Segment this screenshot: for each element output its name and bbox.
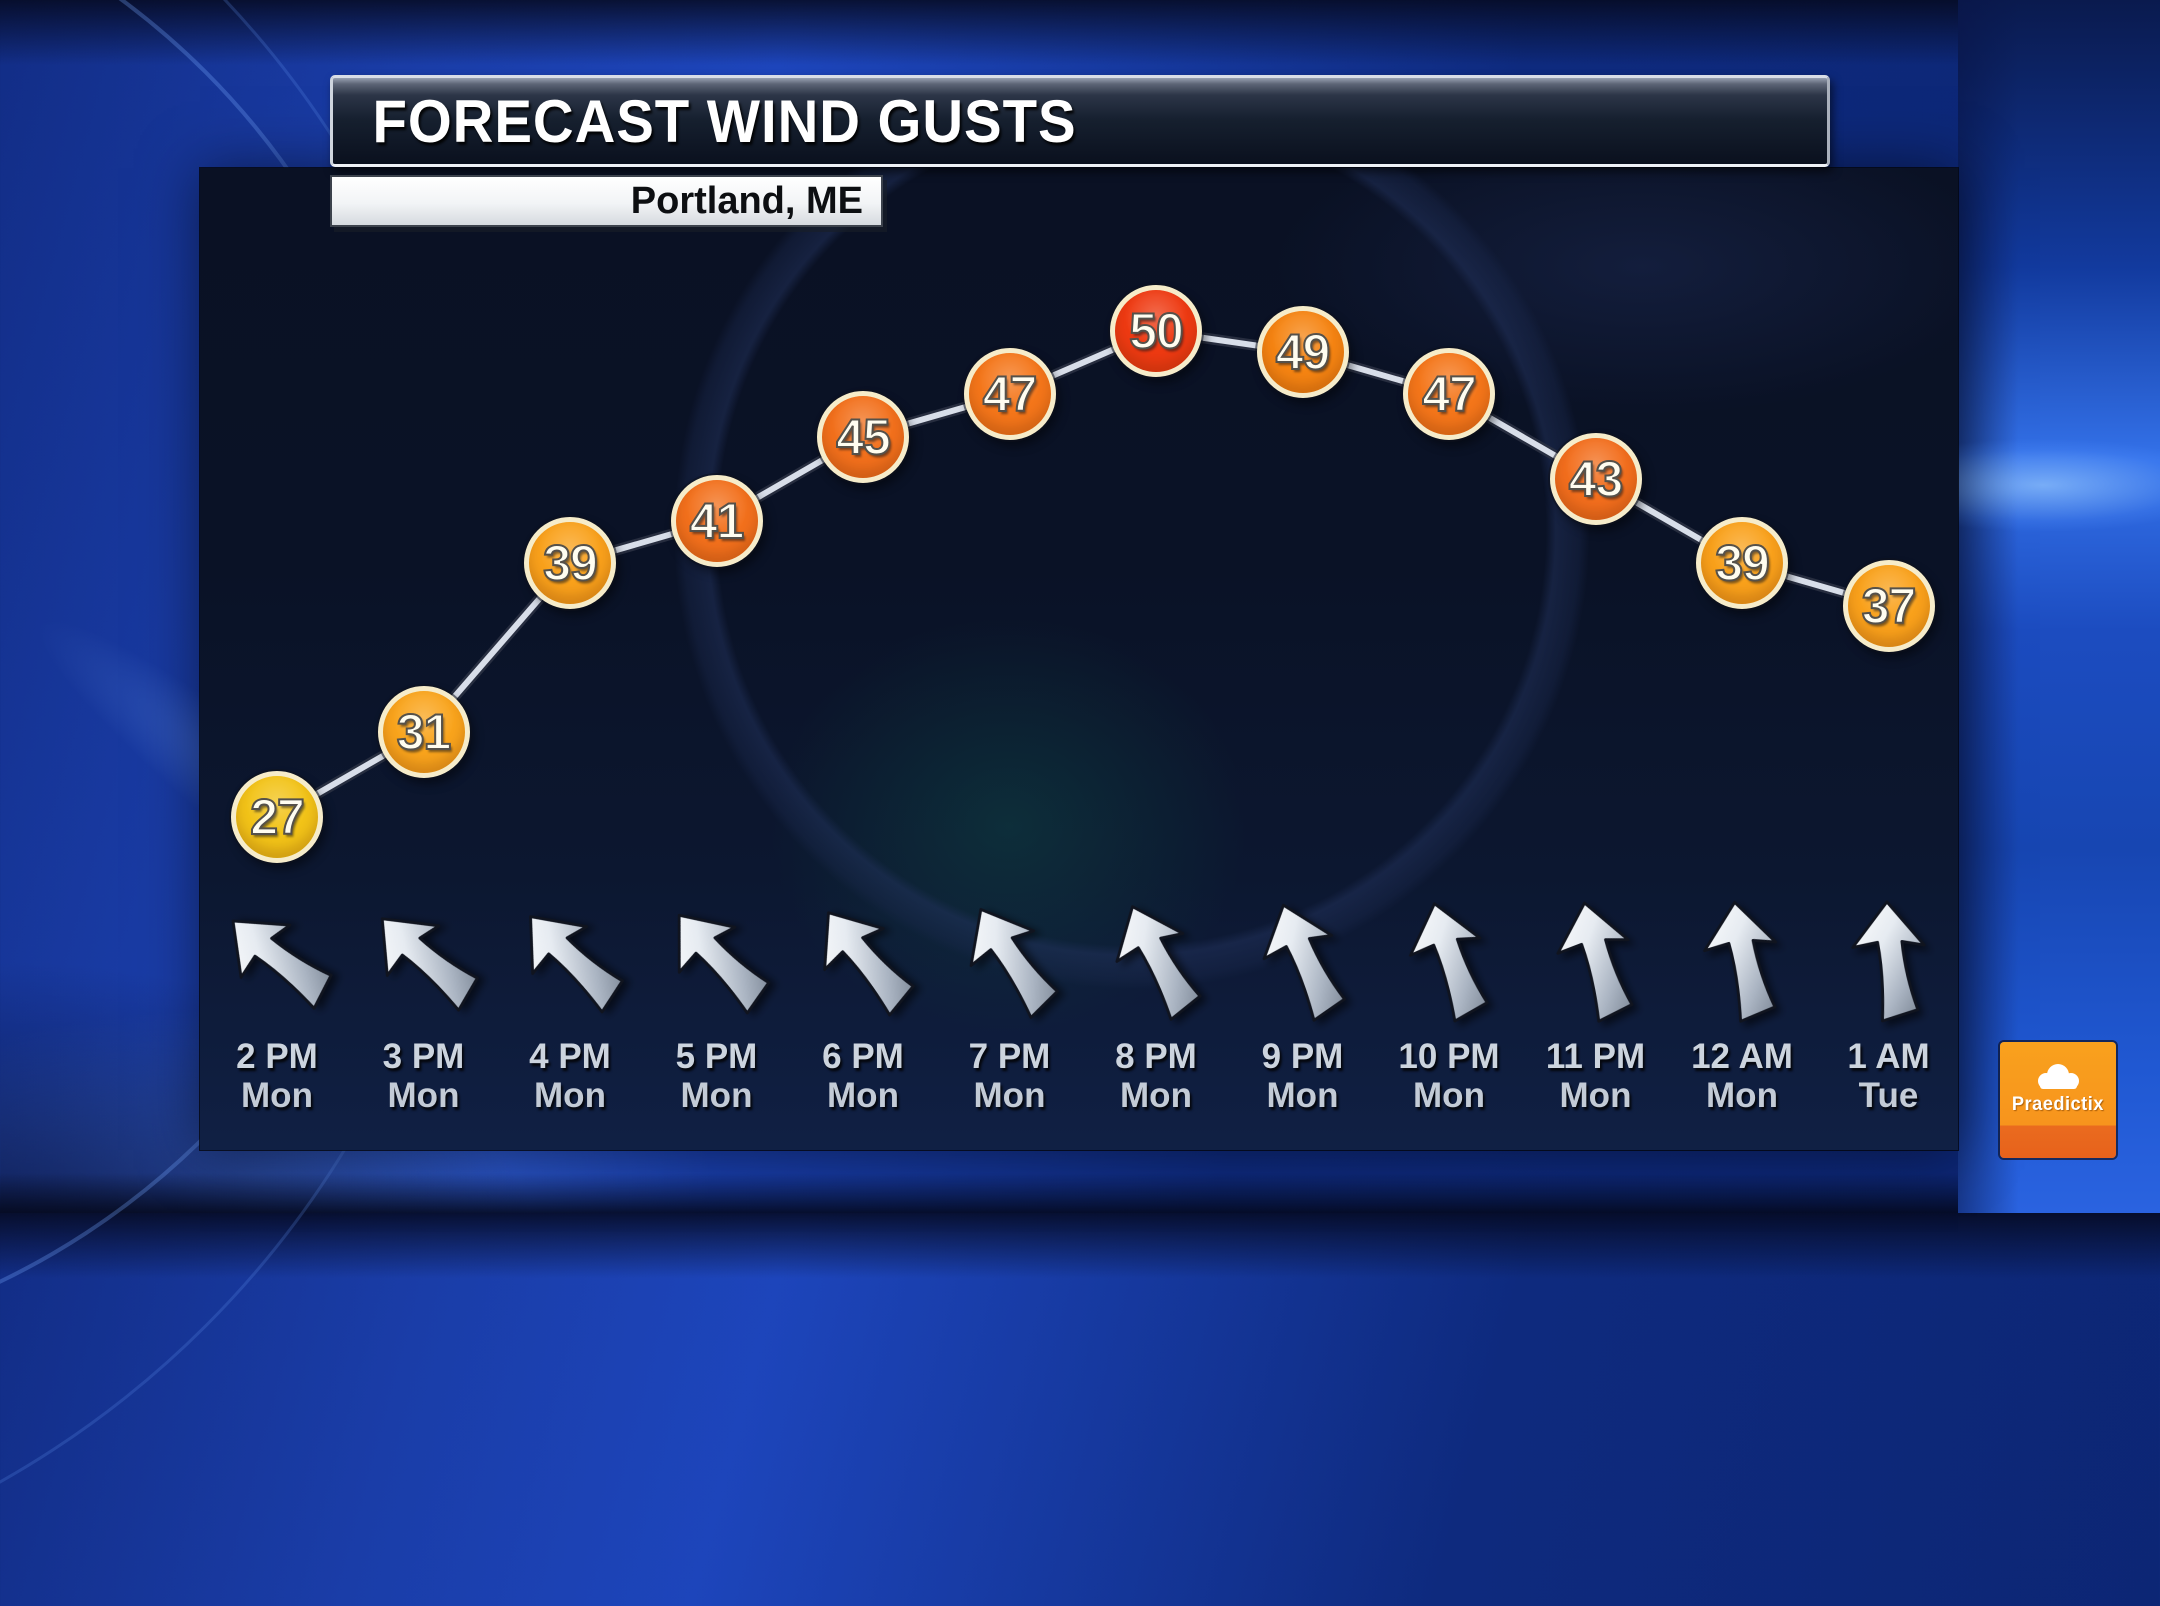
- time-label-hour: 10 PM: [1398, 1037, 1500, 1076]
- time-label-hour: 11 PM: [1545, 1037, 1646, 1076]
- location-bar: Portland, ME: [330, 175, 883, 227]
- gust-value-badge: 39: [1696, 517, 1788, 610]
- time-label: 10 PM Mon: [1349, 1037, 1549, 1115]
- time-label-day: Mon: [1120, 1076, 1192, 1115]
- praedictix-logo: Praedictix: [2000, 1042, 2116, 1158]
- gust-value: 39: [1714, 534, 1771, 592]
- gust-value: 31: [396, 703, 453, 761]
- gust-value: 47: [1421, 365, 1478, 423]
- time-label: 9 PM Mon: [1203, 1037, 1403, 1115]
- time-label-hour: 8 PM: [1115, 1037, 1197, 1076]
- gust-value-badge: 45: [817, 390, 909, 483]
- time-label-day: Tue: [1858, 1076, 1919, 1115]
- gust-value: 49: [1275, 323, 1332, 381]
- gust-value: 37: [1861, 577, 1918, 635]
- gust-value: 47: [982, 365, 1039, 423]
- time-label-day: Mon: [1706, 1076, 1778, 1115]
- location-label: Portland, ME: [630, 179, 863, 222]
- gust-value: 50: [1128, 302, 1185, 360]
- time-label: 4 PM Mon: [470, 1037, 670, 1115]
- time-label-hour: 4 PM: [529, 1037, 611, 1076]
- time-label-hour: 6 PM: [822, 1037, 904, 1076]
- wind-direction-arrow: [1538, 891, 1652, 1032]
- wind-direction-arrow: [789, 884, 937, 1040]
- time-label-hour: 1 AM: [1847, 1037, 1930, 1076]
- time-label-day: Mon: [387, 1076, 460, 1115]
- gust-value-badge: 47: [1403, 348, 1495, 441]
- gust-value-badge: 37: [1842, 559, 1935, 652]
- time-label-hour: 7 PM: [968, 1037, 1051, 1076]
- wind-direction-arrow: [347, 885, 501, 1040]
- time-label-day: Mon: [241, 1076, 313, 1115]
- time-label: 6 PM Mon: [763, 1037, 963, 1115]
- gust-value-badge: 49: [1256, 306, 1349, 399]
- gust-value-badge: 43: [1549, 432, 1642, 525]
- wind-direction-arrow: [641, 884, 792, 1040]
- background-right-glow-band: [1958, 0, 2160, 1213]
- chart-panel: 27 2 PM Mon 31 3 PM Mon 39 4 PM Mon 41 5 PM Mon 45 6 …: [200, 168, 1958, 1150]
- time-label-hour: 12 AM: [1691, 1037, 1793, 1076]
- brand-name: Praedictix: [2011, 1094, 2104, 1115]
- time-label-day: Mon: [1559, 1076, 1632, 1115]
- wind-direction-arrow: [939, 885, 1081, 1040]
- time-label: 12 AM Mon: [1642, 1037, 1842, 1115]
- time-label-day: Mon: [680, 1076, 753, 1115]
- time-label: 7 PM Mon: [910, 1037, 1110, 1115]
- time-label: 11 PM Mon: [1496, 1037, 1696, 1115]
- time-label-day: Mon: [1266, 1076, 1339, 1115]
- page-title: FORECAST WIND GUSTS: [372, 87, 1077, 155]
- time-label-day: Mon: [973, 1076, 1046, 1115]
- wind-direction-arrow: [494, 884, 646, 1039]
- wind-direction-arrow: [1238, 887, 1366, 1036]
- wind-direction-arrow: [1840, 897, 1936, 1026]
- time-label: 2 PM Mon: [177, 1037, 377, 1115]
- time-label-hour: 3 PM: [382, 1037, 465, 1076]
- title-bar: FORECAST WIND GUSTS: [330, 75, 1830, 167]
- gust-value: 39: [542, 534, 599, 592]
- gust-value-badge: 31: [377, 686, 470, 779]
- time-label-hour: 9 PM: [1261, 1037, 1344, 1076]
- time-label: 3 PM Mon: [324, 1037, 524, 1115]
- time-label-hour: 5 PM: [675, 1037, 758, 1076]
- wind-direction-arrow: [1089, 886, 1223, 1038]
- gust-value-badge: 27: [231, 771, 323, 863]
- gust-value-badge: 39: [524, 517, 616, 610]
- wind-direction-arrow: [1689, 894, 1796, 1030]
- gust-value: 43: [1568, 450, 1625, 508]
- time-label-day: Mon: [827, 1076, 899, 1115]
- time-label: 8 PM Mon: [1056, 1037, 1256, 1115]
- time-label: 5 PM Mon: [617, 1037, 817, 1115]
- gust-value: 45: [835, 408, 892, 466]
- gust-value-badge: 47: [963, 348, 1056, 441]
- wind-direction-arrow: [200, 885, 355, 1038]
- gust-value: 27: [249, 788, 306, 846]
- time-label-day: Mon: [1413, 1076, 1485, 1115]
- time-label: 1 AM Tue: [1789, 1037, 1989, 1115]
- gust-value: 41: [689, 492, 746, 550]
- wind-direction-arrow: [1389, 890, 1509, 1035]
- cloud-icon: [2038, 1064, 2079, 1089]
- gust-value-badge: 41: [670, 475, 763, 568]
- time-label-day: Mon: [534, 1076, 606, 1115]
- time-label-hour: 2 PM: [236, 1037, 318, 1076]
- gust-value-badge: 50: [1110, 285, 1202, 377]
